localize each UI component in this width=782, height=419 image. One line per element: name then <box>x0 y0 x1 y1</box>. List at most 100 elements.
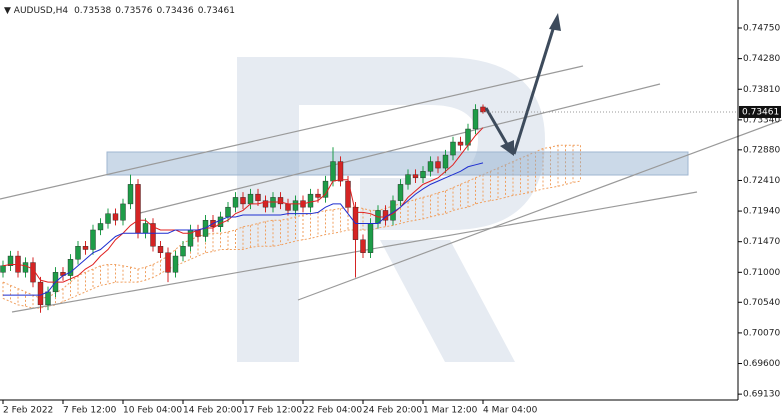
candle-body <box>472 109 479 130</box>
y-tick-label: 0.72410 <box>743 176 780 186</box>
y-tick-label: 0.69130 <box>743 390 780 400</box>
candle-body <box>397 184 404 201</box>
candle-body <box>337 161 344 182</box>
candle-body <box>150 223 156 247</box>
candle-body <box>307 193 314 208</box>
x-tick-label: 10 Feb 04:00 <box>123 406 182 416</box>
candle-body <box>7 255 14 266</box>
indicator-line <box>3 162 484 296</box>
candle-body <box>135 184 141 234</box>
candle-body <box>322 180 329 198</box>
trendline <box>139 83 661 214</box>
y-tick-label: 0.74750 <box>743 24 780 34</box>
candle-body <box>180 246 186 257</box>
candle-body <box>345 180 351 208</box>
trendlines <box>0 65 782 313</box>
candle-body <box>435 161 441 169</box>
candle-body <box>37 281 44 306</box>
cloud <box>2 144 581 309</box>
y-tick-label: 0.73810 <box>743 85 780 95</box>
forecast-arrows <box>484 13 561 156</box>
candle-body <box>232 197 239 208</box>
y-tick-label: 0.73340 <box>743 115 780 125</box>
candle-body <box>420 171 426 179</box>
candle-body <box>22 262 29 273</box>
candle-body <box>225 206 231 218</box>
candle-body <box>157 246 164 253</box>
close-value: 0.73461 <box>198 6 235 16</box>
y-tick-label: 0.72880 <box>743 145 780 155</box>
candle-body <box>172 255 179 273</box>
symbol: AUDUSD,H4 <box>14 6 69 16</box>
resistance-zone <box>106 151 689 176</box>
candle-body <box>262 200 269 208</box>
y-tick-label: 0.71940 <box>743 207 780 217</box>
x-tick-label: 17 Feb 12:00 <box>243 406 302 416</box>
y-tick-label: 0.69600 <box>743 359 780 369</box>
candle-body <box>442 154 449 169</box>
candle-body <box>285 203 291 211</box>
header: ▼ AUDUSD,H4 0.73538 0.73576 0.73436 0.73461 <box>4 6 235 16</box>
cloud-lower <box>2 180 581 309</box>
x-tick-label: 1 Mar 12:00 <box>423 406 478 416</box>
candle-body <box>67 259 74 276</box>
y-tick-label: 0.71000 <box>743 268 780 278</box>
y-tick-label: 0.74280 <box>743 54 780 64</box>
candle-body <box>127 184 134 205</box>
candle-body <box>457 141 464 146</box>
candle-body <box>90 229 96 250</box>
arrow-head <box>500 140 514 156</box>
candle-body <box>277 197 284 205</box>
candle-body <box>82 246 89 250</box>
candle-body <box>480 106 486 113</box>
candle-body <box>112 213 119 221</box>
candle-body <box>240 197 246 205</box>
x-tick-label: 24 Feb 20:00 <box>363 406 422 416</box>
high-value: 0.73576 <box>115 6 152 16</box>
candle-body <box>412 174 419 179</box>
x-tick-label: 4 Mar 04:00 <box>483 406 538 416</box>
y-tick-label: 0.70070 <box>743 328 780 338</box>
candle-body <box>367 223 374 253</box>
candle-body <box>450 141 456 156</box>
candle-body <box>97 223 104 231</box>
candle-body <box>255 193 261 201</box>
trendline <box>0 65 584 200</box>
price-label-box <box>739 105 781 118</box>
candle-body <box>427 161 434 172</box>
arrow-up <box>512 25 556 155</box>
plot <box>0 104 486 313</box>
candle-body <box>105 213 111 224</box>
candle-body <box>45 291 51 306</box>
candle-body <box>217 216 224 227</box>
trendline <box>297 119 782 301</box>
indicator-line <box>2 127 484 283</box>
x-tick-label: 7 Feb 12:00 <box>63 406 117 416</box>
candle-body <box>330 161 336 182</box>
x-tick-label: 14 Feb 20:00 <box>183 406 242 416</box>
trendline <box>11 191 698 313</box>
candle-body <box>292 200 299 211</box>
candle-body <box>120 203 126 221</box>
y-tick-label: 0.71470 <box>743 237 780 247</box>
open-value: 0.73538 <box>74 6 111 16</box>
arrow-head <box>549 13 561 31</box>
candle-body <box>0 265 6 273</box>
cloud-upper <box>2 144 581 299</box>
candle-body <box>75 246 81 260</box>
candle-body <box>247 193 254 205</box>
candle-body <box>390 200 396 221</box>
candle-body <box>315 193 321 198</box>
candle-body <box>405 174 411 185</box>
candle-body <box>360 239 366 253</box>
y-tick-label: 0.70540 <box>743 298 780 308</box>
watermark-leg <box>380 240 515 362</box>
x-tick-label: 22 Feb 04:00 <box>303 406 362 416</box>
arrow-down <box>484 107 510 147</box>
low-value: 0.73436 <box>157 6 194 16</box>
price-label: 0.73461 <box>742 107 779 117</box>
x-tick-label: 2 Feb 2022 <box>3 406 53 416</box>
candle-body <box>142 223 149 234</box>
collapse-icon: ▼ <box>4 6 14 16</box>
